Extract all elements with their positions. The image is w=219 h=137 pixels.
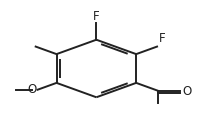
Text: F: F (159, 32, 166, 45)
Text: O: O (27, 83, 37, 96)
Text: O: O (182, 85, 191, 98)
Text: F: F (93, 10, 100, 23)
